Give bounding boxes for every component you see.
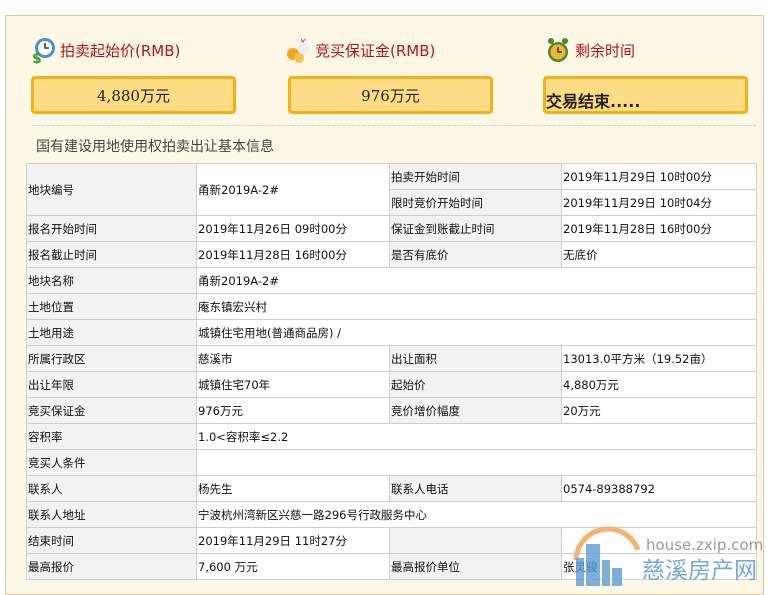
cell-label: 报名开始时间 — [26, 215, 197, 242]
cell-label: 地块名称 — [26, 267, 197, 294]
cell-label: 地块编号 — [26, 163, 197, 216]
table-row: 土地用途 城镇住宅用地(普通商品房) / — [26, 319, 757, 346]
table-row: 竞买人条件 — [26, 449, 757, 476]
cell-value — [561, 527, 757, 554]
table-row: 土地位置 庵东镇宏兴村 — [26, 293, 757, 320]
cell-value: 庵东镇宏兴村 — [196, 293, 757, 320]
cell-label: 最高报价 — [26, 553, 197, 580]
watermark-logo: house.zxip.com 慈溪房产网 — [573, 526, 763, 586]
cell-label: 竞买人条件 — [26, 449, 197, 476]
cell-value: 2019年11月29日 11时27分 — [196, 527, 390, 554]
cell-label: 是否有底价 — [389, 241, 562, 268]
cell-label: 联系人地址 — [26, 501, 197, 528]
cell-value: 976万元 — [196, 397, 390, 424]
cell-value — [196, 449, 757, 476]
table-row: 地块名称 甬新2019A-2# — [26, 267, 757, 294]
cell-label: 报名截止时间 — [26, 241, 197, 268]
cell-value: 4,880万元 — [561, 371, 757, 398]
deposit-value: 976万元 — [288, 76, 493, 114]
cell-label: 竞价增价幅度 — [389, 397, 562, 424]
watermark-name: 慈溪房产网 — [642, 558, 757, 584]
cell-value: 20万元 — [561, 397, 757, 424]
cell-label: 限时竞价开始时间 — [389, 189, 562, 216]
cell-label: 所属行政区 — [26, 345, 197, 372]
deposit-heading: 竞买保证金(RMB) — [285, 34, 435, 66]
cell-label: 竞买保证金 — [26, 397, 197, 424]
cell-label: 最高报价单位 — [389, 553, 562, 580]
remaining-time-heading: 剩余时间 — [545, 34, 635, 66]
cell-value: 1.0<容积率≤2.2 — [196, 423, 757, 450]
section-title: 国有建设用地使用权拍卖出让基本信息 — [36, 139, 274, 155]
cell-value: 慈溪市 — [196, 345, 390, 372]
cell-value: 2019年11月29日 10时04分 — [561, 189, 757, 216]
money-clock-icon: $ — [32, 38, 55, 64]
cell-value: 13013.0平方米（19.52亩） — [561, 345, 757, 372]
divider — [32, 125, 756, 126]
cell-value: 甬新2019A-2# — [196, 267, 757, 294]
cell-value: 2019年11月28日 16时00分 — [196, 241, 390, 268]
coins-bag-icon — [287, 38, 309, 63]
cell-label: 起始价 — [389, 371, 562, 398]
table-row: 地块编号 甬新2019A-2# 拍卖开始时间 2019年11月29日 10时00… — [26, 163, 757, 216]
start-price-heading: $ 拍卖起始价(RMB) — [30, 34, 180, 66]
cell-value: 城镇住宅用地(普通商品房) / — [196, 319, 757, 346]
table-row: 联系人地址 宁波杭州湾新区兴慈一路296号行政服务中心 — [26, 501, 757, 528]
cell-label: 联系人 — [26, 475, 197, 502]
cell-value: 宁波杭州湾新区兴慈一路296号行政服务中心 — [196, 501, 757, 528]
cell-label — [389, 527, 562, 554]
cell-value: 0574-89388792 — [561, 475, 757, 502]
remaining-time-value: 交易结束..... — [543, 76, 748, 114]
cell-label: 出让面积 — [389, 345, 562, 372]
land-info-table: 地块编号 甬新2019A-2# 拍卖开始时间 2019年11月29日 10时00… — [26, 163, 757, 580]
table-row: 竞买保证金 976万元 竞价增价幅度 20万元 — [26, 397, 757, 424]
start-price-value: 4,880万元 — [31, 76, 236, 114]
cell-label: 联系人电话 — [389, 475, 562, 502]
table-row: 联系人 杨先生 联系人电话 0574-89388792 — [26, 475, 757, 502]
table-row: 报名开始时间 2019年11月26日 09时00分 保证金到账截止时间 2019年11… — [26, 215, 757, 242]
cell-label: 土地用途 — [26, 319, 197, 346]
table-row: 出让年限 城镇住宅70年 起始价 4,880万元 — [26, 371, 757, 398]
cell-label: 容积率 — [26, 423, 197, 450]
cell-label: 结束时间 — [26, 527, 197, 554]
table-row: 限时竞价开始时间 2019年11月29日 10时04分 — [27, 189, 757, 216]
table-row: 所属行政区 慈溪市 出让面积 13013.0平方米（19.52亩） — [26, 345, 757, 372]
cell-value: 2019年11月29日 10时00分 — [561, 163, 757, 190]
svg-text:$: $ — [32, 51, 42, 64]
cell-value: 甬新2019A-2# — [196, 163, 390, 216]
cell-value: 杨先生 — [196, 475, 390, 502]
cell-label: 出让年限 — [26, 371, 197, 398]
cell-value: 无底价 — [561, 241, 757, 268]
alarm-clock-icon — [548, 38, 568, 62]
watermark-url: house.zxip.com — [646, 536, 763, 554]
table-row: 报名截止时间 2019年11月28日 16时00分 是否有底价 无底价 — [26, 241, 757, 268]
table-row: 结束时间 2019年11月29日 11时27分 — [26, 527, 757, 554]
cell-value: 2019年11月26日 09时00分 — [196, 215, 390, 242]
cell-value: 城镇住宅70年 — [196, 371, 390, 398]
cell-label: 保证金到账截止时间 — [389, 215, 562, 242]
cell-value: 2019年11月28日 16时00分 — [561, 215, 757, 242]
cell-value: 7,600 万元 — [196, 553, 390, 580]
table-row: 容积率 1.0<容积率≤2.2 — [26, 423, 757, 450]
cell-label: 土地位置 — [26, 293, 197, 320]
cell-label: 拍卖开始时间 — [389, 163, 562, 190]
